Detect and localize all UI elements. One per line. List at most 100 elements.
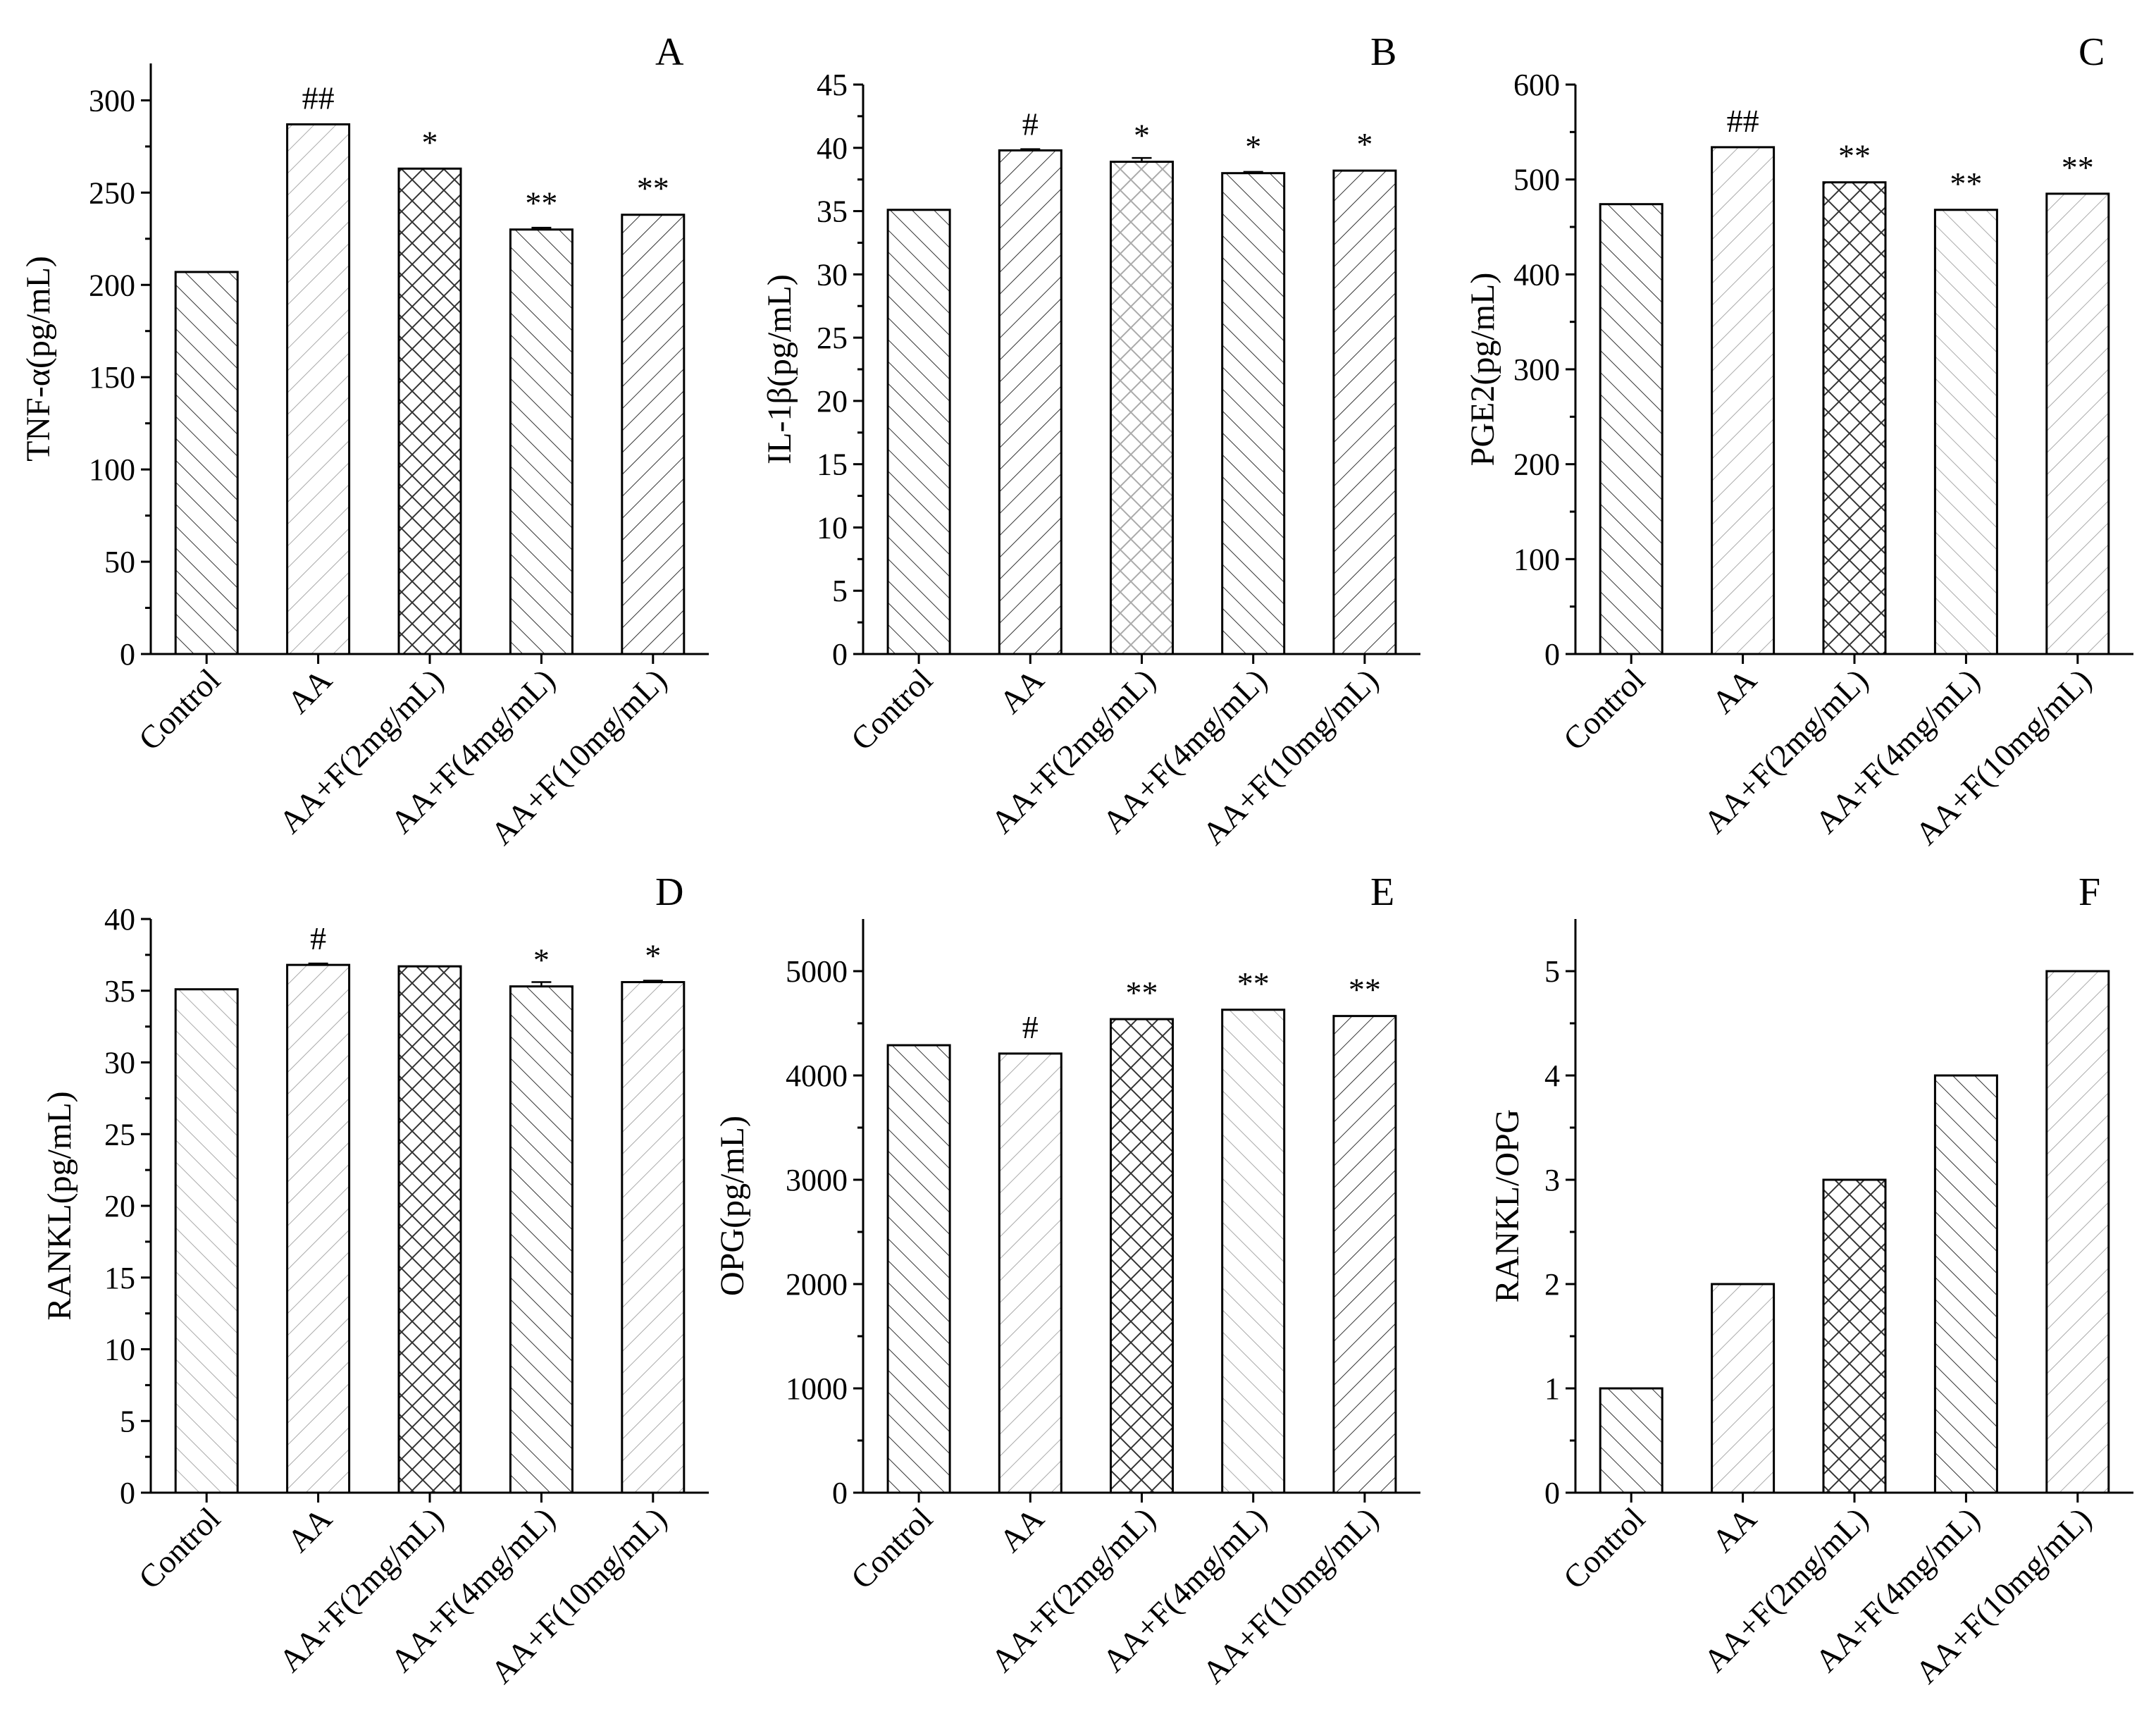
category-label: Control: [1556, 1500, 1652, 1596]
y-tick-label: 40: [104, 902, 135, 937]
bar-fill: [888, 209, 950, 654]
chart-panel-a: A 0 50 100 150 200 250 300 TNF-α(pg/mL) Control ##…: [20, 30, 709, 851]
significance-label: **: [2062, 149, 2094, 185]
y-tick-label: 3: [1544, 1163, 1560, 1197]
bar-fill: [1711, 1284, 1774, 1493]
bar-fill: [1935, 209, 1997, 654]
y-tick-label: 10: [817, 510, 848, 545]
y-axis-title: PGE2(pg/mL): [1464, 273, 1501, 467]
significance-label: *: [645, 938, 661, 974]
bar-fill: [1823, 182, 1885, 654]
significance-label: **: [637, 171, 669, 206]
significance-label: **: [1950, 166, 1982, 202]
y-tick-label: 35: [817, 195, 848, 229]
y-tick-label: 5000: [786, 954, 848, 989]
significance-label: **: [1838, 138, 1871, 174]
y-tick-label: 5: [120, 1404, 135, 1438]
y-tick-label: 2000: [786, 1267, 848, 1302]
category-label: AA: [992, 1500, 1051, 1559]
y-tick-label: 300: [89, 83, 135, 118]
y-tick-label: 0: [1544, 1476, 1560, 1510]
bar-fill: [888, 1045, 950, 1493]
significance-label: #: [1022, 106, 1039, 142]
y-axis-title: RANKL(pg/mL): [41, 1091, 78, 1320]
bar-fill: [510, 229, 573, 654]
y-tick-label: 500: [1513, 163, 1560, 197]
panel-letter: E: [1370, 870, 1394, 914]
significance-label: *: [422, 124, 438, 160]
y-tick-label: 30: [104, 1046, 135, 1080]
y-tick-label: 5: [832, 574, 848, 608]
category-label: AA: [280, 1500, 339, 1559]
y-tick-label: 1000: [786, 1371, 848, 1406]
category-label: Control: [844, 662, 939, 757]
y-tick-label: 0: [120, 637, 135, 672]
category-label: Control: [132, 662, 227, 757]
y-tick-label: 25: [104, 1117, 135, 1152]
significance-label: **: [1349, 972, 1381, 1008]
y-tick-label: 40: [817, 131, 848, 166]
y-tick-label: 50: [104, 545, 135, 579]
y-axis-title: RANKL/OPG: [1489, 1109, 1526, 1303]
y-tick-label: 3000: [786, 1163, 848, 1197]
panel-letter: A: [655, 30, 684, 74]
y-tick-label: 5: [1544, 954, 1560, 989]
bar-fill: [175, 271, 238, 654]
category-label: Control: [844, 1500, 939, 1596]
y-tick-label: 4: [1544, 1059, 1560, 1093]
significance-label: ##: [1727, 103, 1759, 139]
y-tick-label: 35: [104, 974, 135, 1009]
y-tick-label: 30: [817, 257, 848, 292]
bar-fill: [2046, 193, 2109, 654]
panel-letter: C: [2078, 30, 2105, 74]
y-tick-label: 15: [817, 448, 848, 482]
category-label: AA: [280, 662, 339, 720]
y-axis-title: TNF-α(pg/mL): [20, 256, 57, 462]
category-label: AA: [992, 662, 1051, 720]
y-tick-label: 0: [120, 1476, 135, 1510]
y-tick-label: 2: [1544, 1267, 1560, 1302]
chart-panel-b: B 0 5 10 15 20 25 30 35 40 45 IL-1β(pg/mL) Control # A…: [761, 30, 1420, 851]
significance-label: ##: [302, 80, 335, 116]
y-tick-label: 150: [89, 360, 135, 395]
bar-fill: [1333, 1016, 1396, 1493]
y-tick-label: 300: [1513, 352, 1560, 387]
y-tick-label: 400: [1513, 257, 1560, 292]
bar-fill: [287, 965, 349, 1493]
y-tick-label: 0: [832, 637, 848, 672]
panel-letter: B: [1370, 30, 1396, 74]
y-tick-label: 25: [817, 321, 848, 355]
y-tick-label: 100: [89, 452, 135, 487]
bar-fill: [1600, 1388, 1663, 1493]
y-tick-label: 45: [817, 68, 848, 102]
significance-label: **: [1126, 975, 1158, 1011]
y-tick-label: 0: [832, 1476, 848, 1510]
category-label: AA: [1705, 662, 1764, 720]
significance-label: **: [1237, 966, 1270, 1001]
chart-panel-e: E 0 1000 2000 3000 4000 5000 OPG(pg/mL) Control #…: [714, 870, 1420, 1690]
category-label: Control: [132, 1500, 227, 1596]
y-tick-label: 20: [104, 1189, 135, 1223]
bar-fill: [1333, 171, 1396, 654]
y-tick-label: 200: [1513, 448, 1560, 482]
panel-letter: F: [2078, 870, 2100, 914]
bar-fill: [621, 214, 684, 654]
bar-fill: [2046, 971, 2109, 1493]
bar-fill: [1222, 173, 1284, 654]
y-tick-label: 4000: [786, 1059, 848, 1093]
y-tick-label: 1: [1544, 1371, 1560, 1406]
y-tick-label: 10: [104, 1333, 135, 1367]
y-tick-label: 200: [89, 268, 135, 302]
bar-fill: [1823, 1180, 1885, 1493]
y-tick-label: 20: [817, 384, 848, 419]
bar-fill: [399, 966, 461, 1493]
y-axis-title: IL-1β(pg/mL): [761, 274, 798, 464]
y-axis-title: OPG(pg/mL): [714, 1116, 751, 1296]
y-tick-label: 0: [1544, 637, 1560, 672]
y-tick-label: 100: [1513, 542, 1560, 576]
y-tick-label: 600: [1513, 68, 1560, 102]
bar-fill: [999, 1053, 1062, 1493]
bar-fill: [1110, 1019, 1173, 1493]
